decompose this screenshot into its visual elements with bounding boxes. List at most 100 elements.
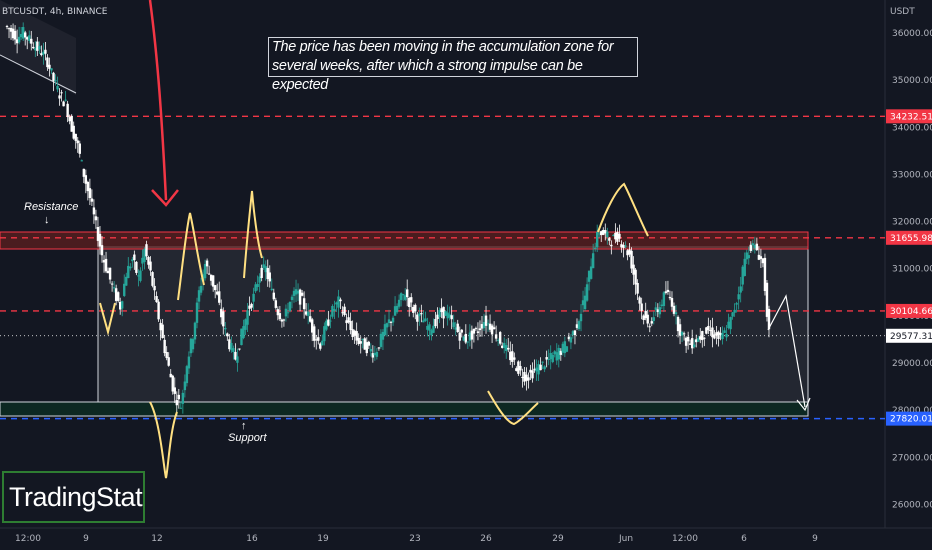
candle-body (311, 319, 314, 333)
time-tick-label: Jun (618, 534, 633, 544)
candle-body (127, 265, 130, 278)
candle-body (553, 351, 556, 355)
price-level-badge (886, 230, 932, 245)
candle-body (517, 361, 520, 374)
candle-body (438, 310, 441, 317)
candle-body (505, 345, 508, 351)
yellow-v-bottom (149, 401, 178, 479)
candle-body (743, 258, 746, 276)
candle-body (652, 317, 655, 321)
candle-body (662, 292, 666, 307)
candle-body (193, 322, 197, 340)
candle-body (371, 353, 375, 358)
support-label: Support (228, 432, 267, 444)
candle-body (500, 345, 504, 348)
candle-body (323, 326, 326, 342)
candle-body (9, 27, 13, 32)
candle-body (48, 64, 51, 69)
candle-body (220, 308, 223, 318)
candle-body (406, 289, 409, 298)
candle-body (211, 275, 215, 287)
candle-body (92, 207, 96, 215)
candle-body (385, 323, 389, 328)
candle-body (705, 327, 708, 334)
candle-body (733, 309, 736, 313)
candle-body (139, 270, 142, 281)
candle-body (541, 361, 544, 363)
candle-body (494, 334, 498, 339)
time-tick-label: 12:00 (15, 534, 41, 544)
yellow-peak-2 (243, 190, 263, 279)
candle-body (133, 254, 136, 261)
candle-body (634, 269, 637, 285)
price-axis: 36000.00 35000.00 34000.00 33000.00 32000.00… (886, 29, 932, 510)
candle-body (56, 85, 59, 90)
candle-body (54, 80, 57, 82)
candle-body (167, 357, 170, 366)
candle-body (80, 160, 83, 162)
time-tick-label: 16 (246, 534, 258, 544)
candle-body (377, 347, 381, 349)
candle-body (276, 309, 280, 316)
candle-body (181, 392, 185, 404)
candle-body (153, 285, 156, 291)
candle-body (416, 314, 419, 322)
price-level-badge (886, 328, 932, 343)
candle-body (278, 313, 282, 320)
candle-body (21, 27, 25, 39)
candle-body (472, 328, 476, 334)
candle-body (626, 250, 629, 256)
candle-body (539, 364, 542, 371)
candle-body (333, 309, 336, 312)
candle-body (557, 347, 560, 360)
candle-body (209, 274, 213, 281)
support-arrow-icon: ↑ (241, 420, 247, 432)
price-tick-label: 28000.00 (892, 406, 932, 416)
candle-body (478, 328, 482, 331)
price-tick-label: 34000.00 (892, 123, 932, 133)
candle-body (321, 340, 324, 346)
candle-body (361, 338, 364, 340)
candles (5, 22, 771, 416)
candle-body (729, 317, 732, 330)
time-tick-label: 6 (741, 534, 747, 544)
candle-body (678, 324, 682, 336)
candle-body (98, 233, 102, 247)
candle-body (593, 247, 597, 249)
candle-body (496, 339, 500, 341)
candle-body (589, 266, 593, 279)
candle-body (121, 301, 124, 309)
candle-body (171, 375, 174, 392)
candle-body (46, 57, 49, 68)
candle-body (68, 116, 71, 122)
candle-body (614, 232, 617, 240)
candle-body (616, 231, 619, 242)
candle-body (660, 304, 664, 307)
price-levels (0, 115, 885, 420)
candle-body (72, 125, 75, 139)
candle-body (13, 30, 17, 40)
candle-body (765, 282, 769, 317)
candle-body (418, 313, 421, 317)
candle-body (302, 298, 306, 310)
candle-body (545, 357, 548, 360)
candle-body (699, 336, 702, 340)
price-tick-label: 36000.00 (892, 29, 932, 39)
candle-body (5, 26, 9, 28)
candle-body (262, 264, 265, 268)
price-level-label: 27820.01 (890, 415, 932, 425)
candle-body (731, 312, 734, 317)
candle-body (690, 338, 694, 349)
candle-body (401, 294, 405, 296)
candle-body (274, 300, 278, 308)
candle-body (44, 49, 47, 54)
candle-body (197, 290, 201, 302)
time-tick-label: 9 (83, 534, 89, 544)
candle-body (19, 33, 23, 38)
candle-body (707, 325, 710, 331)
candle-body (331, 305, 334, 317)
time-axis: 12:00 9 12 16 19 23 26 29 Jun 12:00 6 9 (15, 534, 818, 544)
candle-body (686, 336, 690, 342)
candle-body (503, 342, 506, 348)
